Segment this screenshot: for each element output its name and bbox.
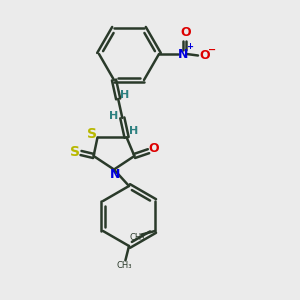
Text: O: O [148, 142, 159, 155]
Text: O: O [199, 49, 210, 62]
Text: H: H [120, 90, 129, 100]
Text: S: S [70, 146, 80, 159]
Text: CH₃: CH₃ [129, 232, 145, 242]
Text: N: N [110, 168, 120, 182]
Text: CH₃: CH₃ [117, 261, 132, 270]
Text: N: N [178, 47, 188, 61]
Text: H: H [130, 126, 139, 136]
Text: −: − [208, 45, 216, 55]
Text: H: H [109, 111, 118, 121]
Text: +: + [186, 42, 193, 51]
Text: S: S [87, 128, 97, 141]
Text: O: O [181, 26, 191, 39]
